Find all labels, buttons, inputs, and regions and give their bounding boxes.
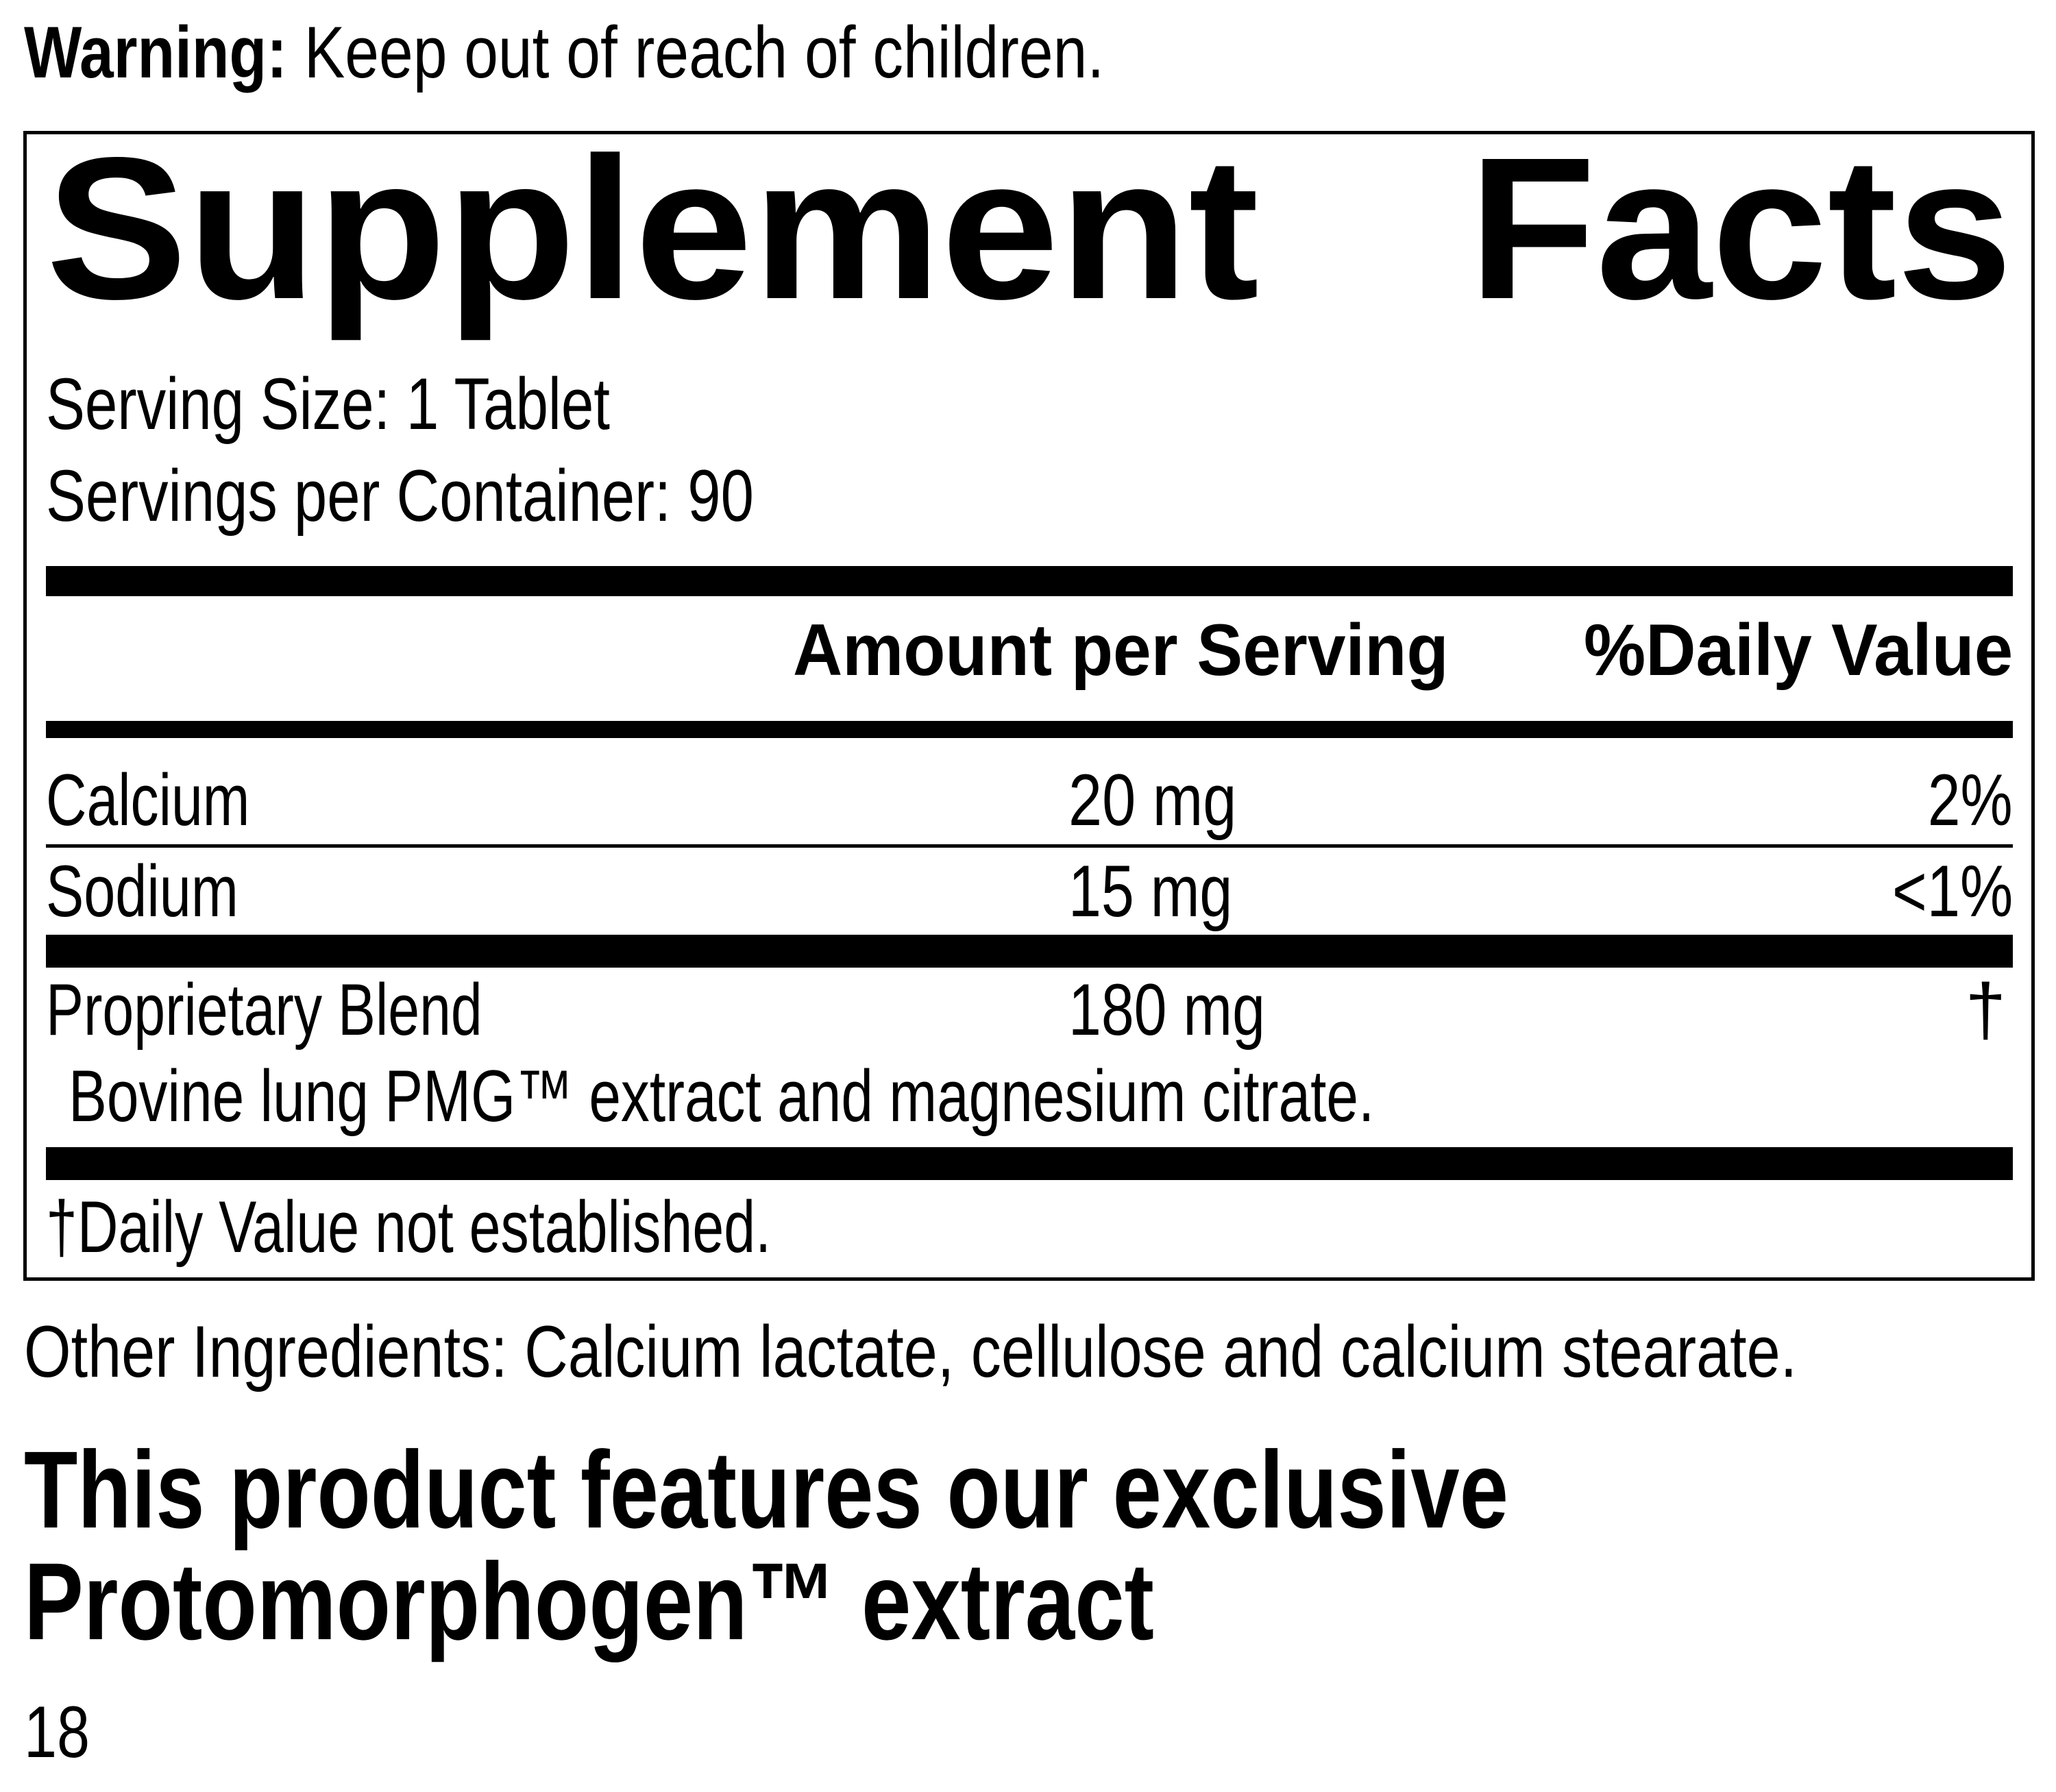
divider-medium [46, 721, 2013, 738]
divider-thick [46, 935, 2013, 968]
column-header-daily-value: %Daily Value [1583, 609, 2013, 691]
nutrient-amount: 180 mg [1068, 968, 1265, 1051]
divider-thick [46, 566, 2013, 596]
warning-text: Keep out of reach of children. [286, 11, 1105, 93]
supplement-facts-panel [23, 131, 2035, 1281]
nutrient-dv: 2% [1928, 759, 2013, 841]
nutrient-dv: † [1965, 968, 2006, 1051]
nutrient-amount: 20 mg [1068, 759, 1237, 841]
nutrient-dv: <1% [1892, 850, 2013, 932]
footnote: †Daily Value not established. [46, 1186, 772, 1268]
nutrient-name: Sodium [46, 850, 238, 932]
feature-heading-line2: Protomorphogen™ extract [24, 1540, 1154, 1662]
facts-title-supplement: Supplement [46, 115, 1260, 341]
serving-size: Serving Size: 1 Tablet [46, 363, 610, 445]
warning-label: Warning: [24, 11, 287, 93]
feature-heading-line1: This product features our exclusive [24, 1428, 1508, 1551]
facts-title-facts: Facts [1469, 115, 2013, 341]
column-header-amount: Amount per Serving [793, 609, 1449, 691]
servings-per-container: Servings per Container: 90 [46, 454, 754, 537]
divider-thick [46, 1147, 2013, 1180]
nutrient-name: Calcium [46, 759, 250, 841]
nutrient-name: Proprietary Blend [46, 968, 482, 1051]
other-ingredients: Other Ingredients: Calcium lactate, cell… [24, 1310, 1798, 1392]
warning: Warning: Keep out of reach of children. [24, 16, 1104, 89]
nutrient-amount: 15 mg [1068, 850, 1233, 932]
divider-thin [46, 844, 2013, 848]
blend-ingredients: Bovine lung PMG™ extract and magnesium c… [69, 1055, 1375, 1137]
page-number: 18 [24, 1691, 90, 1773]
